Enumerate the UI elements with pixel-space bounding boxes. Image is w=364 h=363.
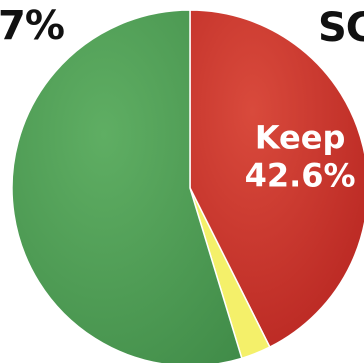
cropped-percent-label: 7% <box>0 3 65 49</box>
cropped-title-fragment: SC <box>318 5 364 51</box>
pie-slices <box>11 9 364 363</box>
slice-name-label: Keep <box>255 119 346 157</box>
slice-value-label: 42.6% <box>245 157 356 195</box>
pie-slice-keep <box>189 9 364 349</box>
